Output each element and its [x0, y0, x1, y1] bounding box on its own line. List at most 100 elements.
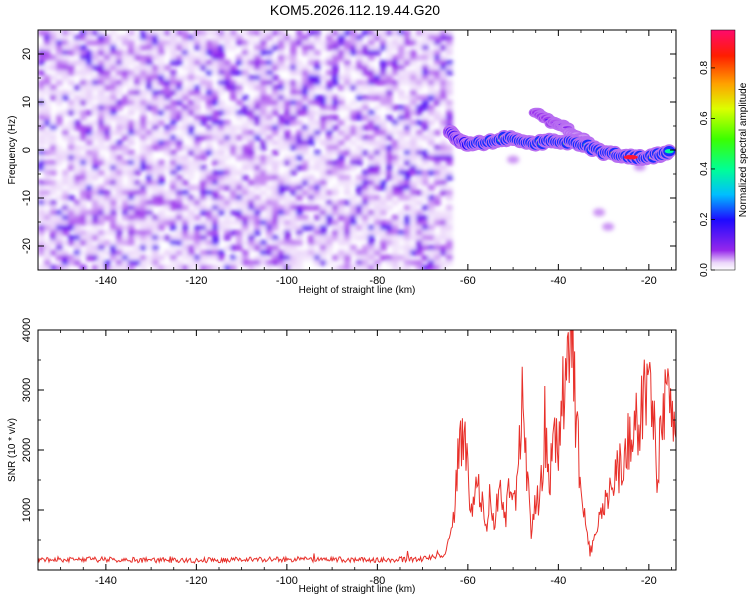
- noise-cell: [344, 40, 351, 46]
- noise-cell: [56, 210, 63, 216]
- noise-cell: [170, 190, 177, 196]
- noise-cell: [392, 215, 399, 221]
- noise-cell: [398, 155, 405, 161]
- noise-cell: [266, 65, 273, 71]
- noise-cell: [68, 65, 75, 71]
- noise-cell: [176, 110, 183, 116]
- noise-cell: [356, 90, 363, 96]
- noise-cell: [224, 30, 231, 36]
- noise-cell: [176, 205, 183, 211]
- noise-cell: [356, 85, 363, 91]
- noise-cell: [62, 40, 69, 46]
- noise-cell: [440, 235, 447, 241]
- noise-cell: [332, 165, 339, 171]
- noise-cell: [224, 60, 231, 66]
- noise-cell: [116, 130, 123, 136]
- noise-cell: [320, 225, 327, 231]
- noise-cell: [428, 105, 435, 111]
- noise-cell: [428, 210, 435, 216]
- noise-cell: [260, 75, 267, 81]
- noise-cell: [50, 85, 57, 91]
- noise-cell: [188, 105, 195, 111]
- noise-cell: [290, 140, 297, 146]
- noise-cell: [416, 45, 423, 51]
- noise-cell: [62, 190, 69, 196]
- noise-cell: [320, 170, 327, 176]
- noise-cell: [92, 105, 99, 111]
- noise-cell: [134, 220, 141, 226]
- noise-cell: [350, 100, 357, 106]
- noise-cell: [302, 130, 309, 136]
- noise-cell: [446, 190, 453, 196]
- colorbar-band: [711, 192, 735, 194]
- noise-cell: [62, 250, 69, 256]
- noise-cell: [224, 125, 231, 131]
- colorbar-band: [711, 237, 735, 239]
- noise-cell: [254, 260, 261, 266]
- noise-cell: [62, 55, 69, 61]
- noise-cell: [98, 45, 105, 51]
- noise-cell: [110, 195, 117, 201]
- noise-cell: [308, 105, 315, 111]
- noise-cell: [278, 60, 285, 66]
- noise-cell: [368, 85, 375, 91]
- noise-cell: [218, 140, 225, 146]
- noise-cell: [134, 160, 141, 166]
- noise-cell: [314, 75, 321, 81]
- noise-cell: [56, 235, 63, 241]
- noise-cell: [86, 125, 93, 131]
- noise-cell: [380, 205, 387, 211]
- noise-cell: [332, 95, 339, 101]
- noise-cell: [314, 60, 321, 66]
- colorbar-band: [711, 30, 735, 32]
- noise-cell: [146, 100, 153, 106]
- colorbar-band: [711, 147, 735, 149]
- noise-cell: [398, 255, 405, 261]
- noise-cell: [50, 180, 57, 186]
- noise-cell: [284, 185, 291, 191]
- noise-cell: [242, 210, 249, 216]
- noise-cell: [260, 100, 267, 106]
- noise-cell: [110, 205, 117, 211]
- noise-cell: [68, 150, 75, 156]
- noise-cell: [74, 255, 81, 261]
- noise-cell: [326, 165, 333, 171]
- noise-cell: [398, 30, 405, 36]
- noise-cell: [44, 35, 51, 41]
- noise-cell: [68, 205, 75, 211]
- noise-cell: [428, 35, 435, 41]
- noise-cell: [428, 155, 435, 161]
- colorbar-band: [711, 167, 735, 169]
- noise-cell: [188, 135, 195, 141]
- noise-cell: [398, 175, 405, 181]
- noise-cell: [80, 145, 87, 151]
- noise-cell: [266, 225, 273, 231]
- noise-cell: [350, 165, 357, 171]
- colorbar-band: [711, 151, 735, 153]
- noise-cell: [326, 235, 333, 241]
- spectrogram-ylabel: Frequency (Hz): [7, 116, 18, 185]
- noise-cell: [128, 240, 135, 246]
- noise-cell: [314, 195, 321, 201]
- noise-cell: [164, 100, 171, 106]
- colorbar-band: [711, 140, 735, 142]
- noise-cell: [206, 105, 213, 111]
- noise-cell: [284, 110, 291, 116]
- noise-cell: [170, 240, 177, 246]
- snr-xlabel: Height of straight line (km): [299, 584, 416, 595]
- colorbar-band: [711, 206, 735, 208]
- noise-cell: [182, 115, 189, 121]
- noise-cell: [254, 120, 261, 126]
- noise-cell: [92, 175, 99, 181]
- noise-cell: [356, 70, 363, 76]
- noise-cell: [422, 40, 429, 46]
- colorbar-band: [711, 211, 735, 213]
- noise-cell: [326, 260, 333, 266]
- noise-cell: [176, 90, 183, 96]
- noise-cell: [344, 175, 351, 181]
- noise-cell: [44, 175, 51, 181]
- colorbar-band: [711, 180, 735, 182]
- noise-cell: [194, 35, 201, 41]
- noise-cell: [44, 260, 51, 266]
- noise-cell: [404, 115, 411, 121]
